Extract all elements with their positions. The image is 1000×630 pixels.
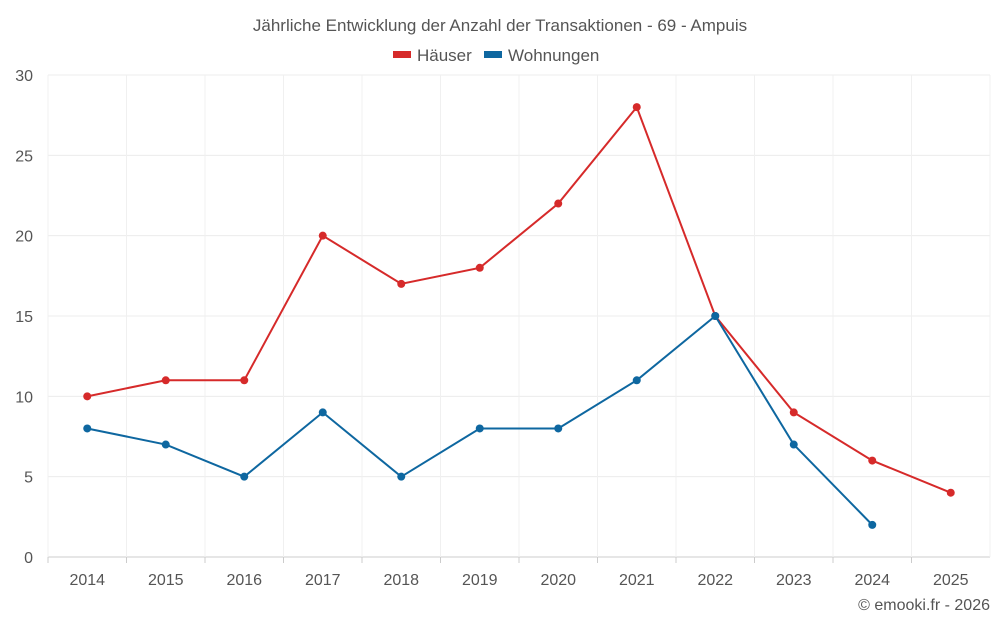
y-tick-label: 0 [24,550,33,567]
data-point [711,312,720,320]
x-tick-label: 2024 [854,572,890,589]
data-point [83,392,92,401]
data-point [475,263,484,272]
y-tick-label: 10 [15,389,33,406]
legend: Häuser Wohnungen [393,46,599,65]
data-point [318,231,327,240]
y-tick-label: 5 [24,470,33,487]
data-point [83,424,92,433]
legend-swatch-1 [484,51,502,58]
x-tick-label: 2023 [776,572,812,589]
y-tick-label: 30 [15,68,33,85]
data-point [789,440,798,449]
data-point [868,520,877,529]
data-point [789,408,798,417]
series [83,103,955,529]
legend-label-0: Häuser [417,46,472,65]
legend-label-1: Wohnungen [508,46,599,65]
y-tick-label: 15 [15,309,33,326]
x-tick-label: 2017 [305,572,341,589]
x-tick-label: 2021 [619,572,655,589]
x-tick-label: 2020 [540,572,576,589]
data-point [554,424,563,433]
x-tick-label: 2019 [462,572,498,589]
credit: © emooki.fr - 2026 [858,597,990,614]
series-line-Häuser [87,105,952,494]
data-point [554,199,563,208]
data-point [868,456,877,465]
y-tick-label: 20 [15,229,33,246]
x-tick-label: 2014 [69,572,105,589]
x-tick-label: 2015 [148,572,184,589]
y-tick-label: 25 [15,148,33,165]
data-point [161,440,170,449]
chart-title: Jährliche Entwicklung der Anzahl der Tra… [253,16,747,35]
data-point [632,376,641,385]
data-point [397,279,406,288]
legend-swatch-0 [393,51,411,58]
data-point [397,472,406,481]
x-tick-label: 2022 [697,572,733,589]
data-point [475,424,484,433]
x-tick-label: 2025 [933,572,969,589]
data-point [240,472,249,481]
x-tick-label: 2018 [383,572,419,589]
data-point [161,376,170,385]
data-point [240,376,249,385]
data-point [946,488,955,497]
data-point [318,408,327,417]
data-point [632,103,641,112]
grid [47,74,991,558]
x-tick-label: 2016 [226,572,262,589]
